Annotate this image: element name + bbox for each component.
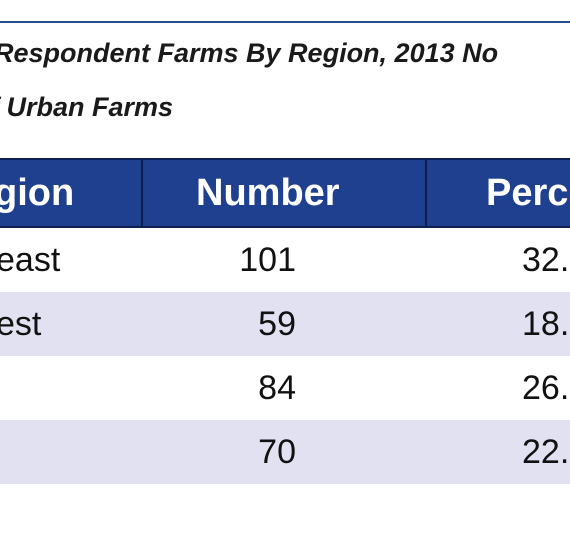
cell-number: 101	[239, 241, 296, 279]
farms-by-region-table: gion Number Perc east 101 32. est 59 18.…	[0, 158, 570, 484]
table-row: 70 22.	[0, 420, 570, 484]
cell-number: 59	[258, 305, 296, 343]
table-header-row: gion Number Perc	[0, 158, 570, 228]
cell-percent: 32.	[522, 241, 570, 279]
cell-region: east	[0, 241, 61, 279]
cell-region: est	[0, 305, 42, 343]
table-row: est 59 18.	[0, 292, 570, 356]
header-percent: Perc	[486, 172, 569, 214]
top-rule	[0, 21, 570, 23]
cell-percent: 18.	[522, 305, 570, 343]
table-row: 84 26.	[0, 356, 570, 420]
header-number: Number	[196, 172, 340, 214]
cell-percent: 26.	[522, 369, 570, 407]
cell-number: 70	[258, 433, 296, 471]
column-divider	[425, 160, 427, 226]
header-region: gion	[0, 172, 75, 214]
column-divider	[141, 160, 143, 226]
table-row: east 101 32.	[0, 228, 570, 292]
cell-number: 84	[258, 369, 296, 407]
cell-percent: 22.	[522, 433, 570, 471]
table-caption-title: Respondent Farms By Region, 2013 No	[0, 38, 499, 68]
table-caption-subtitle: f Urban Farms	[0, 92, 174, 122]
